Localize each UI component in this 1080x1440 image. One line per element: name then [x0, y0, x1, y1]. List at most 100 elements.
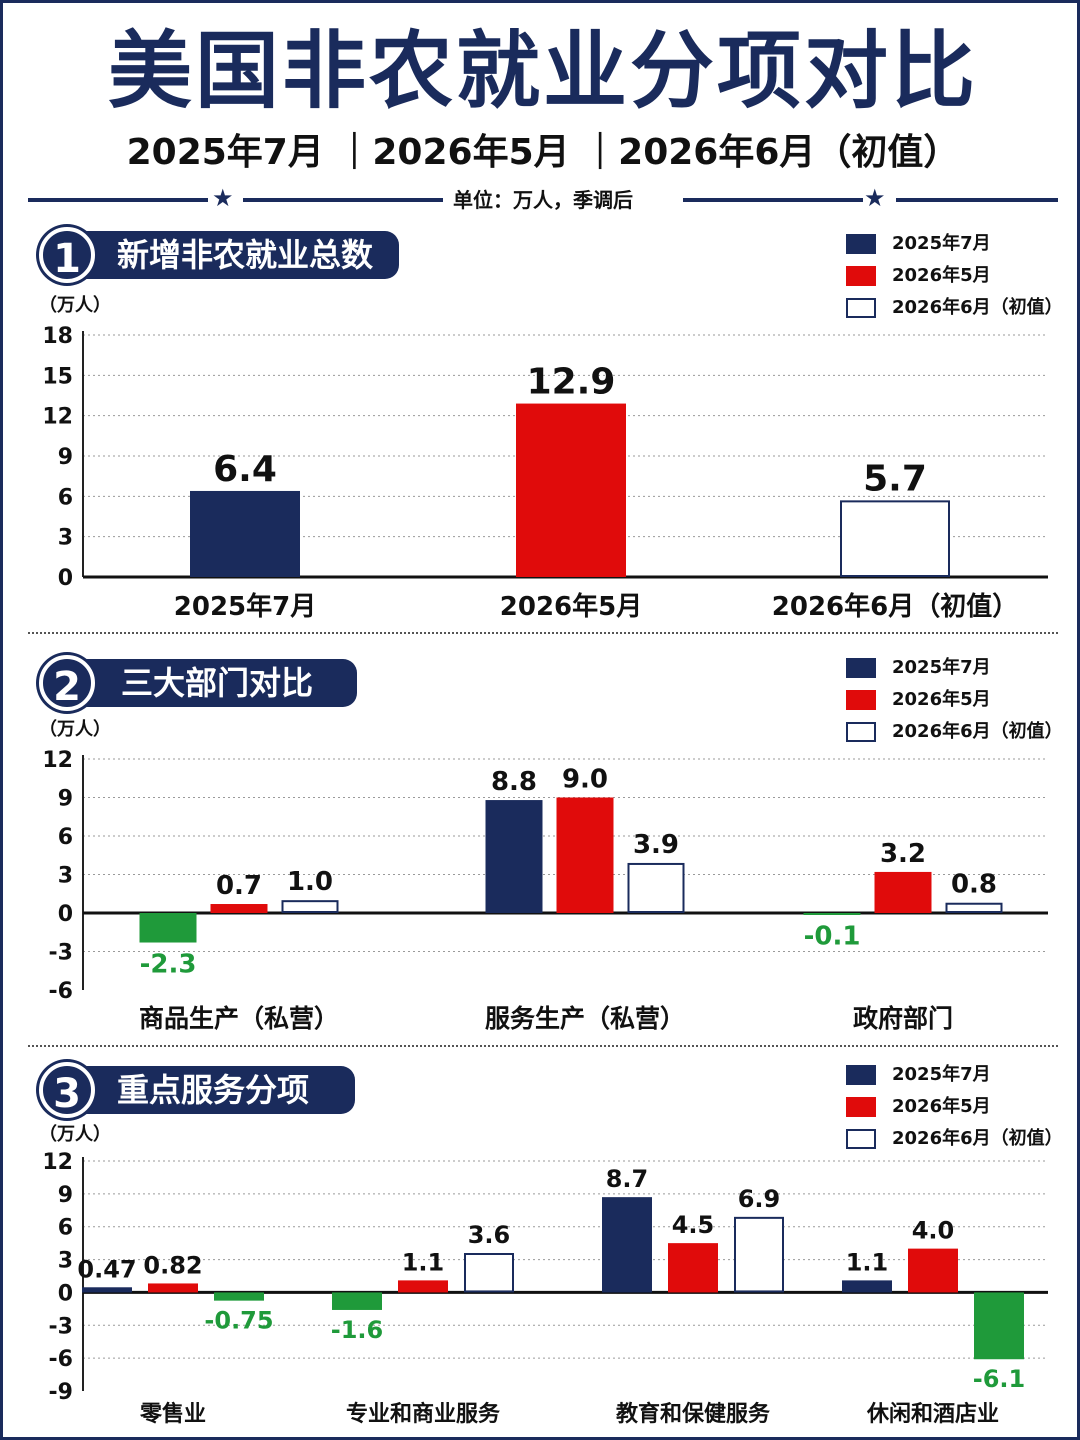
bar — [734, 1216, 784, 1293]
bar — [82, 1287, 132, 1293]
legend-label: 2026年5月 — [892, 689, 991, 710]
data-label: -1.6 — [331, 1316, 383, 1344]
y-tick-label: -3 — [49, 941, 73, 966]
data-label: 1.0 — [287, 867, 333, 897]
data-label: 1.1 — [402, 1248, 445, 1276]
section-2-badge-bar — [69, 659, 357, 707]
rule-right-1 — [683, 198, 863, 202]
chart-2-y-unit: （万人） — [39, 719, 111, 740]
chart-2-sector-comparison: -6 -3 0 3 6 9 12 -2.3 0.7 1.0 商品生产（私营） 8.8 9.0 3.9 服务生… — [42, 748, 1048, 1033]
category-label: 2026年6月（初值） — [772, 591, 1018, 622]
legend-label: 2025年7月 — [892, 657, 991, 678]
bar — [332, 1292, 382, 1310]
bar — [627, 862, 685, 913]
legend-label: 2026年5月 — [892, 1096, 991, 1117]
bar — [139, 913, 197, 943]
legend-swatch-outline — [846, 298, 876, 318]
star-right-icon: ★ — [864, 184, 886, 212]
page-subtitle: 2025年7月 ｜2026年5月 ｜2026年6月（初值） — [126, 132, 960, 173]
legend-swatch-outline — [846, 1129, 876, 1149]
rule-left-2 — [243, 198, 443, 202]
bar — [214, 1292, 264, 1301]
chart-3-service-industries: -9 -6 -3 0 3 6 9 12 0.47 0.82-0.75 零售业 -1.6 1.1 3.6 专业… — [42, 1150, 1048, 1427]
bar — [668, 1243, 718, 1293]
bar — [190, 490, 300, 577]
legend-swatch-red — [846, 266, 876, 286]
section-1-title: 新增非农就业总数 — [117, 236, 374, 274]
chart-3-y-unit: （万人） — [39, 1124, 111, 1145]
data-label: 12.9 — [527, 362, 616, 403]
section-2-number: 2 — [39, 655, 95, 711]
bar — [974, 1292, 1024, 1360]
y-tick-label: 3 — [58, 1249, 73, 1274]
bar — [556, 797, 614, 913]
legend-label: 2026年5月 — [892, 265, 991, 286]
y-tick-label: -3 — [49, 1314, 73, 1339]
section-1-badge-bar — [69, 231, 399, 279]
y-tick-label: 15 — [42, 364, 73, 389]
section-1-number: 1 — [39, 227, 95, 283]
bar — [516, 403, 626, 577]
category-label: 专业和商业服务 — [346, 1401, 501, 1427]
data-label: -2.3 — [140, 950, 197, 980]
bar — [464, 1253, 514, 1293]
legend-label: 2026年6月（初值） — [892, 1128, 1063, 1149]
y-tick-label: 12 — [42, 1150, 73, 1175]
legend-swatch-navy — [846, 234, 876, 254]
y-tick-label: 0 — [58, 566, 73, 591]
y-tick-label: 6 — [58, 485, 73, 510]
unit-note: 单位：万人，季调后 — [453, 188, 633, 212]
bar — [945, 902, 1003, 914]
chart-1-y-unit: （万人） — [39, 295, 111, 316]
data-label: -0.1 — [804, 921, 861, 951]
legend-label: 2026年6月（初值） — [892, 297, 1063, 318]
legend-label: 2025年7月 — [892, 233, 991, 254]
page-title: 美国非农就业分项对比 — [107, 22, 978, 120]
data-label: -6.1 — [973, 1365, 1025, 1393]
data-label: 8.8 — [491, 767, 537, 797]
data-label: 0.7 — [216, 871, 262, 901]
bar — [803, 913, 861, 915]
data-label: 3.6 — [468, 1221, 511, 1249]
bar — [602, 1197, 652, 1293]
y-tick-label: 3 — [58, 864, 73, 889]
unit-line: ★ 单位：万人，季调后 ★ — [28, 184, 1058, 214]
y-tick-label: 9 — [58, 787, 73, 812]
category-label: 商品生产（私营） — [139, 1004, 339, 1033]
y-tick-label: 18 — [42, 324, 73, 349]
data-label: 3.9 — [633, 830, 679, 860]
rule-right-2 — [896, 198, 1058, 202]
data-label: 6.9 — [738, 1185, 781, 1213]
data-label: 0.82 — [143, 1251, 202, 1279]
y-tick-label: 6 — [58, 825, 73, 850]
section-divider-1 — [28, 632, 1058, 634]
chart-1-total-payrolls: 0 3 6 9 12 15 18 6.4 2025年7月 12.9 2026年5月 5.7 2026年6… — [42, 324, 1048, 622]
rule-left-1 — [28, 198, 208, 202]
bar — [398, 1280, 448, 1293]
y-tick-label: -6 — [49, 1347, 73, 1372]
category-label: 2025年7月 — [174, 591, 316, 622]
y-tick-label: -6 — [49, 979, 73, 1004]
legend-swatch-navy — [846, 1065, 876, 1085]
category-label: 政府部门 — [853, 1004, 953, 1033]
bar — [210, 904, 268, 913]
star-left-icon: ★ — [212, 184, 234, 212]
y-tick-label: 3 — [58, 526, 73, 551]
legend-swatch-red — [846, 690, 876, 710]
category-label: 2026年5月 — [500, 591, 642, 622]
category-label: 教育和保健服务 — [616, 1401, 771, 1427]
legend-label: 2025年7月 — [892, 1064, 991, 1085]
legend-swatch-navy — [846, 658, 876, 678]
data-label: 3.2 — [880, 839, 926, 869]
category-label: 休闲和酒店业 — [866, 1402, 999, 1427]
y-tick-label: 12 — [42, 748, 73, 773]
data-label: 9.0 — [562, 765, 608, 795]
data-label: 6.4 — [213, 449, 277, 490]
y-tick-label: -9 — [49, 1380, 73, 1405]
bar — [842, 1280, 892, 1293]
data-label: 8.7 — [606, 1165, 649, 1193]
bar — [281, 900, 339, 914]
data-label: 0.8 — [951, 870, 997, 900]
section-3-number: 3 — [39, 1062, 95, 1118]
